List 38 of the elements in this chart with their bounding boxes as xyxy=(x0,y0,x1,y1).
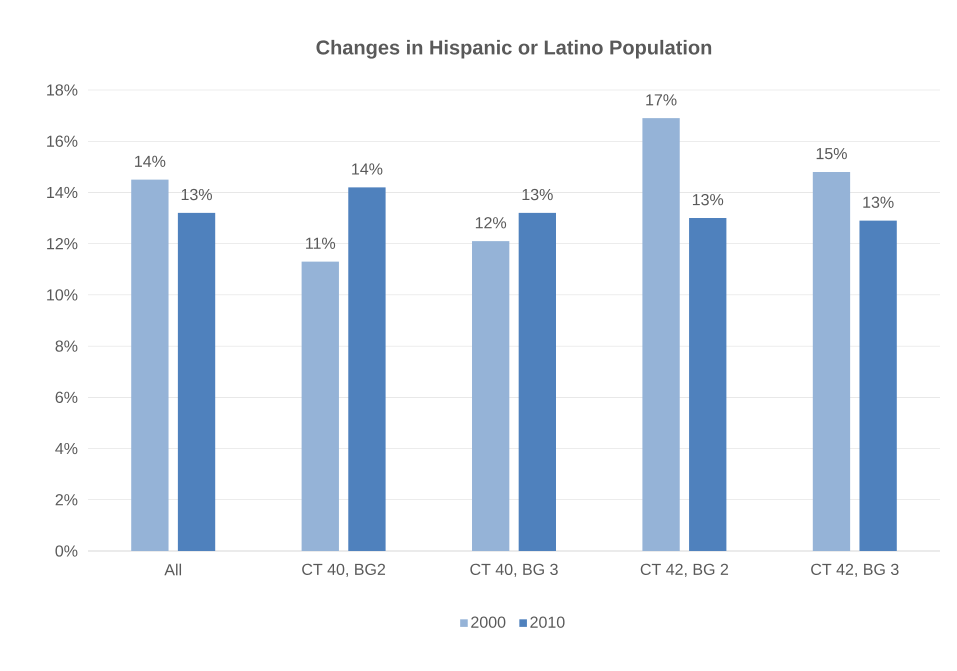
y-tick-label: 4% xyxy=(55,442,78,454)
data-label: 12% xyxy=(476,217,506,228)
data-label: 14% xyxy=(135,156,166,167)
data-label: 13% xyxy=(182,188,212,200)
bar xyxy=(302,262,339,551)
chart-title: Changes in Hispanic or Latino Population xyxy=(316,40,712,59)
x-tick-label: CT 42, BG 3 xyxy=(811,564,899,577)
x-tick-label: CT 40, BG 3 xyxy=(470,564,558,577)
y-tick-label: 8% xyxy=(56,340,78,352)
y-tick-label: 12% xyxy=(47,238,78,250)
x-tick-label: CT 42, BG 2 xyxy=(640,564,728,577)
data-label: 13% xyxy=(692,194,724,206)
y-tick-label: 16% xyxy=(47,136,78,147)
legend-label: 2010 xyxy=(530,616,565,628)
bar xyxy=(348,187,386,551)
x-tick-label: All xyxy=(164,564,182,576)
y-tick-label: 2% xyxy=(56,494,78,506)
y-tick-label: 10% xyxy=(47,289,78,301)
bar xyxy=(812,172,850,551)
x-tick-label: CT 40, BG2 xyxy=(302,564,386,577)
data-label: 14% xyxy=(352,163,382,175)
data-label: 13% xyxy=(863,196,894,208)
bar xyxy=(131,180,169,551)
y-tick-label: 14% xyxy=(47,186,78,198)
bar xyxy=(178,212,216,551)
legend-label: 2000 xyxy=(471,616,506,628)
bar xyxy=(689,218,726,551)
bar xyxy=(859,220,897,551)
data-label: 13% xyxy=(522,188,553,200)
y-tick-label: 6% xyxy=(56,392,78,403)
bar xyxy=(642,118,680,551)
data-label: 17% xyxy=(646,94,677,106)
y-tick-label: 0% xyxy=(55,545,78,557)
y-tick-label: 18% xyxy=(47,84,78,96)
bar xyxy=(472,241,510,551)
data-label: 11% xyxy=(306,238,336,249)
bar xyxy=(518,212,556,551)
data-label: 15% xyxy=(816,148,847,160)
